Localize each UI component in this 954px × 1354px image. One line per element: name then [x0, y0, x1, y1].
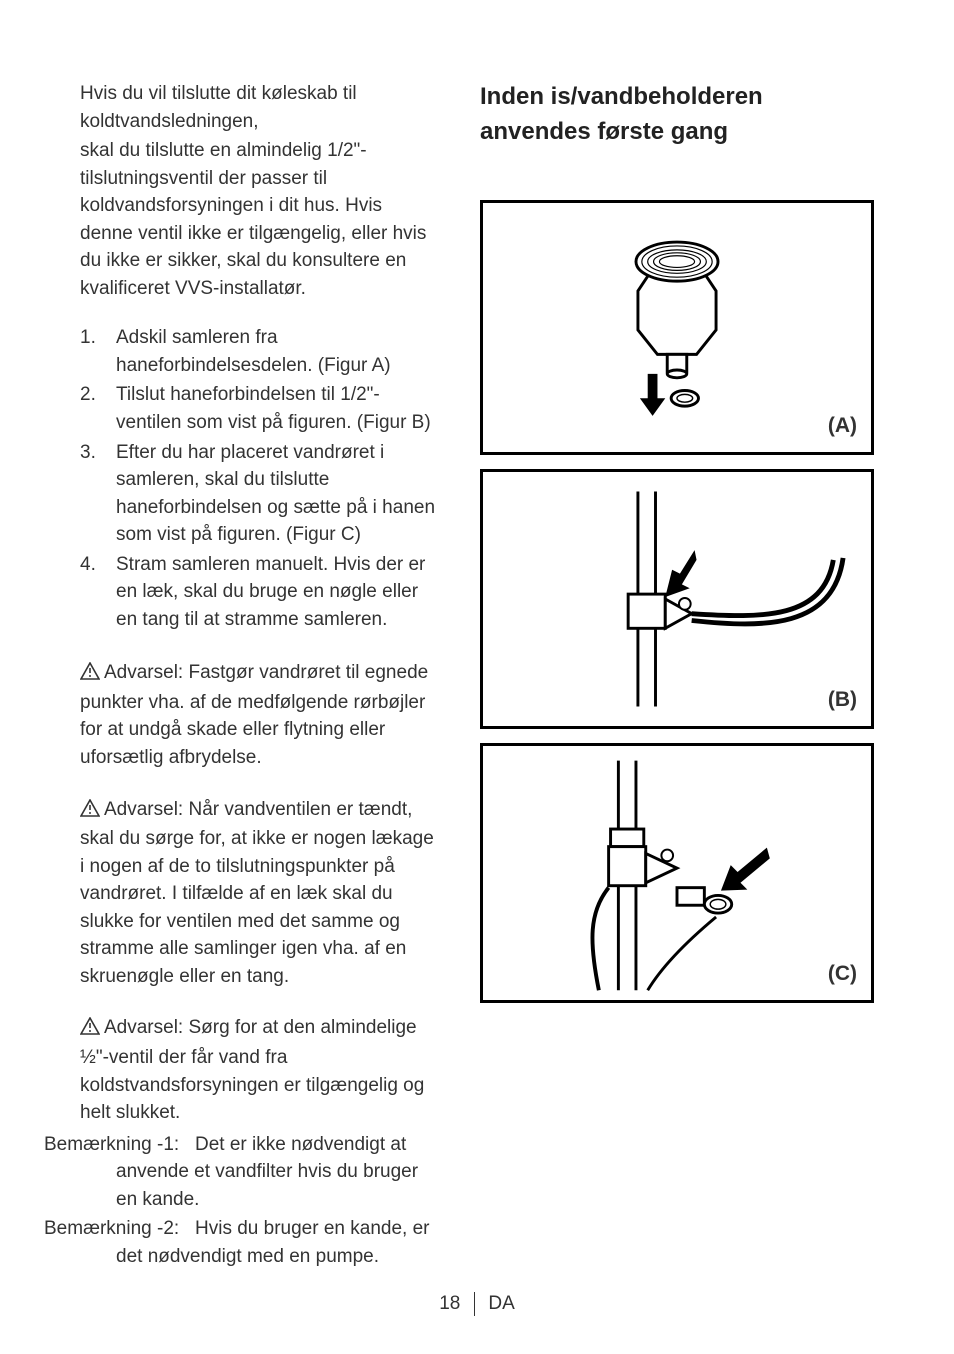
steps-list: Adskil samleren fra haneforbindelsesdele… — [80, 324, 440, 633]
note-label: Bemærkning -1: — [80, 1131, 179, 1159]
warning-icon — [80, 1016, 100, 1044]
notes: Bemærkning -1: Det er ikke nødvendigt at… — [80, 1131, 440, 1271]
warning-para: Advarsel: Sørg for at den almindelige ½"… — [80, 1014, 440, 1126]
note-label: Bemærkning -2: — [80, 1215, 179, 1243]
figure-label: (C) — [828, 959, 857, 989]
page-language: DA — [488, 1293, 514, 1314]
figure-a: (A) — [480, 200, 874, 455]
warning-text: Advarsel: Sørg for at den almindelige ½"… — [80, 1017, 424, 1123]
figure-b: (B) — [480, 469, 874, 729]
figure-label: (A) — [828, 411, 857, 441]
warning-text: Advarsel: Fastgør vandrøret til egnede p… — [80, 662, 428, 768]
step-item: Efter du har placeret vandrøret i samler… — [80, 439, 440, 549]
left-column: Hvis du vil tilslutte dit køleskab til k… — [80, 80, 440, 1272]
note-item: Bemærkning -1: Det er ikke nødvendigt at… — [80, 1131, 440, 1214]
figure-label: (B) — [828, 685, 857, 715]
step-item: Adskil samleren fra haneforbindelsesdele… — [80, 324, 440, 379]
warning-para: Advarsel: Når vandventilen er tændt, ska… — [80, 796, 440, 991]
step-item: Tilslut haneforbindelsen til 1/2"-ventil… — [80, 381, 440, 436]
warning-text: Advarsel: Når vandventilen er tændt, ska… — [80, 799, 434, 987]
section-heading: Inden is/vandbeholderen anvendes første … — [480, 80, 874, 150]
page-footer: 18 DA — [0, 1290, 954, 1318]
intro-para-a: Hvis du vil tilslutte dit køleskab til k… — [80, 80, 440, 135]
page-number: 18 — [439, 1293, 460, 1314]
warning-para: Advarsel: Fastgør vandrøret til egnede p… — [80, 659, 440, 771]
intro-para-b: skal du tilslutte en almindelig 1/2"-til… — [80, 137, 440, 302]
note-item: Bemærkning -2: Hvis du bruger en kande, … — [80, 1215, 440, 1270]
footer-divider — [474, 1292, 476, 1316]
warning-icon — [80, 661, 100, 689]
right-column: Inden is/vandbeholderen anvendes første … — [480, 80, 874, 1272]
warning-icon — [80, 798, 100, 826]
figure-c: (C) — [480, 743, 874, 1003]
step-item: Stram samleren manuelt. Hvis der er en l… — [80, 551, 440, 634]
